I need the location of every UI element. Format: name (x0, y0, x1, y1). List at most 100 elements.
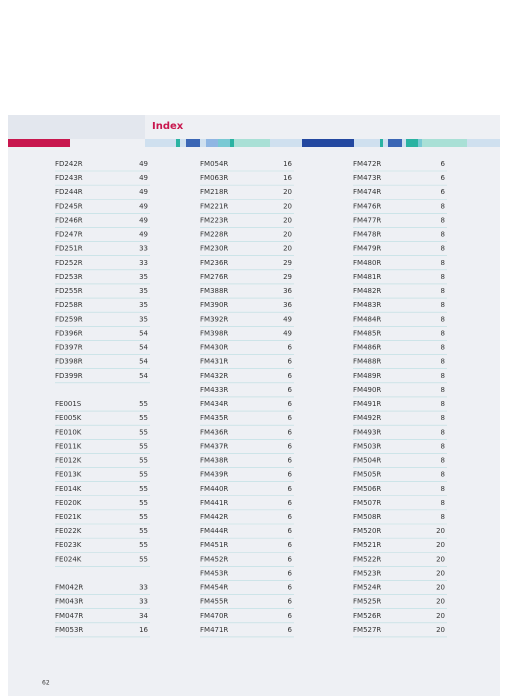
item-page: 6 (288, 471, 293, 479)
item-page: 49 (139, 231, 148, 239)
item-code: FE012K (55, 457, 82, 465)
item-page: 8 (441, 428, 445, 436)
item-page: 49 (139, 216, 148, 224)
item-page: 35 (139, 287, 148, 295)
item-code: FM228R (200, 231, 228, 239)
item-page: 8 (441, 400, 445, 408)
item-code: FM492R (353, 414, 381, 422)
item-page: 49 (139, 202, 148, 210)
item-code: FM473R (353, 174, 381, 182)
item-code: FE021K (55, 513, 82, 521)
item-code: FD246R (55, 216, 83, 224)
item-page: 6 (288, 626, 293, 634)
item-page: 8 (441, 259, 445, 267)
item-page: 55 (139, 428, 148, 436)
item-page: 6 (441, 160, 446, 168)
item-code: FD396R (55, 329, 83, 337)
item-page: 8 (441, 386, 445, 394)
item-page: 8 (441, 216, 445, 224)
item-code: FM451R (200, 541, 228, 549)
item-code: FM436R (200, 428, 228, 436)
item-page: 20 (283, 216, 292, 224)
item-code: FM523R (353, 569, 381, 577)
item-page: 49 (139, 160, 148, 168)
item-page: 8 (441, 358, 445, 366)
item-page: 8 (441, 457, 445, 465)
item-page: 8 (441, 513, 445, 521)
item-page: 33 (139, 598, 148, 606)
item-page: 6 (288, 457, 293, 465)
item-page: 55 (139, 414, 148, 422)
item-code: FM430R (200, 344, 228, 352)
item-page: 8 (441, 273, 445, 281)
index-title: Index (152, 121, 184, 132)
item-code: FM432R (200, 372, 228, 380)
item-code: FM452R (200, 555, 228, 563)
item-code: FE005K (55, 414, 82, 422)
item-code: FE024K (55, 555, 82, 563)
item-page: 8 (441, 499, 445, 507)
item-code: FM433R (200, 386, 228, 394)
item-code: FM485R (353, 329, 381, 337)
item-code: FM398R (200, 329, 228, 337)
item-page: 8 (441, 202, 445, 210)
item-code: FM390R (200, 301, 228, 309)
item-code: FM454R (200, 584, 228, 592)
item-code: FD399R (55, 372, 83, 380)
item-code: FM438R (200, 457, 228, 465)
item-page: 8 (441, 287, 445, 295)
item-page: 29 (283, 273, 292, 281)
item-page: 20 (283, 188, 292, 196)
item-page: 20 (436, 527, 445, 535)
item-page: 54 (139, 344, 148, 352)
item-page: 6 (288, 555, 293, 563)
item-page: 36 (283, 301, 292, 309)
item-page: 6 (288, 499, 293, 507)
item-code: FM221R (200, 202, 228, 210)
item-code: FM480R (353, 259, 381, 267)
item-code: FM506R (353, 485, 381, 493)
item-code: FM490R (353, 386, 381, 394)
item-page: 20 (283, 245, 292, 253)
item-code: FM042R (55, 584, 83, 592)
item-page: 6 (288, 400, 293, 408)
item-page: 49 (283, 329, 292, 337)
item-page: 6 (288, 569, 293, 577)
item-code: FD242R (55, 160, 83, 168)
item-page: 35 (139, 301, 148, 309)
item-code: FM434R (200, 400, 228, 408)
item-code: FM439R (200, 471, 228, 479)
item-page: 8 (441, 245, 445, 253)
item-code: FD244R (55, 188, 83, 196)
item-page: 6 (441, 188, 446, 196)
item-code: FM218R (200, 188, 228, 196)
item-code: FM047R (55, 612, 83, 620)
item-page: 6 (288, 442, 293, 450)
item-code: FM479R (353, 245, 381, 253)
item-code: FE023K (55, 541, 82, 549)
item-page: 20 (436, 569, 445, 577)
item-page: 6 (288, 612, 293, 620)
header-band (8, 115, 145, 139)
item-code: FD245R (55, 202, 83, 210)
item-page: 33 (139, 584, 148, 592)
item-code: FM444R (200, 527, 228, 535)
item-page: 55 (139, 400, 148, 408)
item-page: 8 (441, 442, 445, 450)
color-stripe (145, 139, 500, 147)
item-code: FM276R (200, 273, 228, 281)
item-page: 36 (283, 287, 292, 295)
item-page: 54 (139, 358, 148, 366)
item-page: 55 (139, 499, 148, 507)
item-code: FE001S (55, 400, 82, 408)
item-page: 20 (436, 598, 445, 606)
item-page: 6 (288, 372, 293, 380)
item-page: 6 (288, 358, 293, 366)
item-page: 20 (436, 612, 445, 620)
item-page: 54 (139, 372, 148, 380)
item-page: 35 (139, 273, 148, 281)
item-page: 6 (441, 174, 446, 182)
item-code: FE013K (55, 471, 82, 479)
item-page: 49 (139, 188, 148, 196)
